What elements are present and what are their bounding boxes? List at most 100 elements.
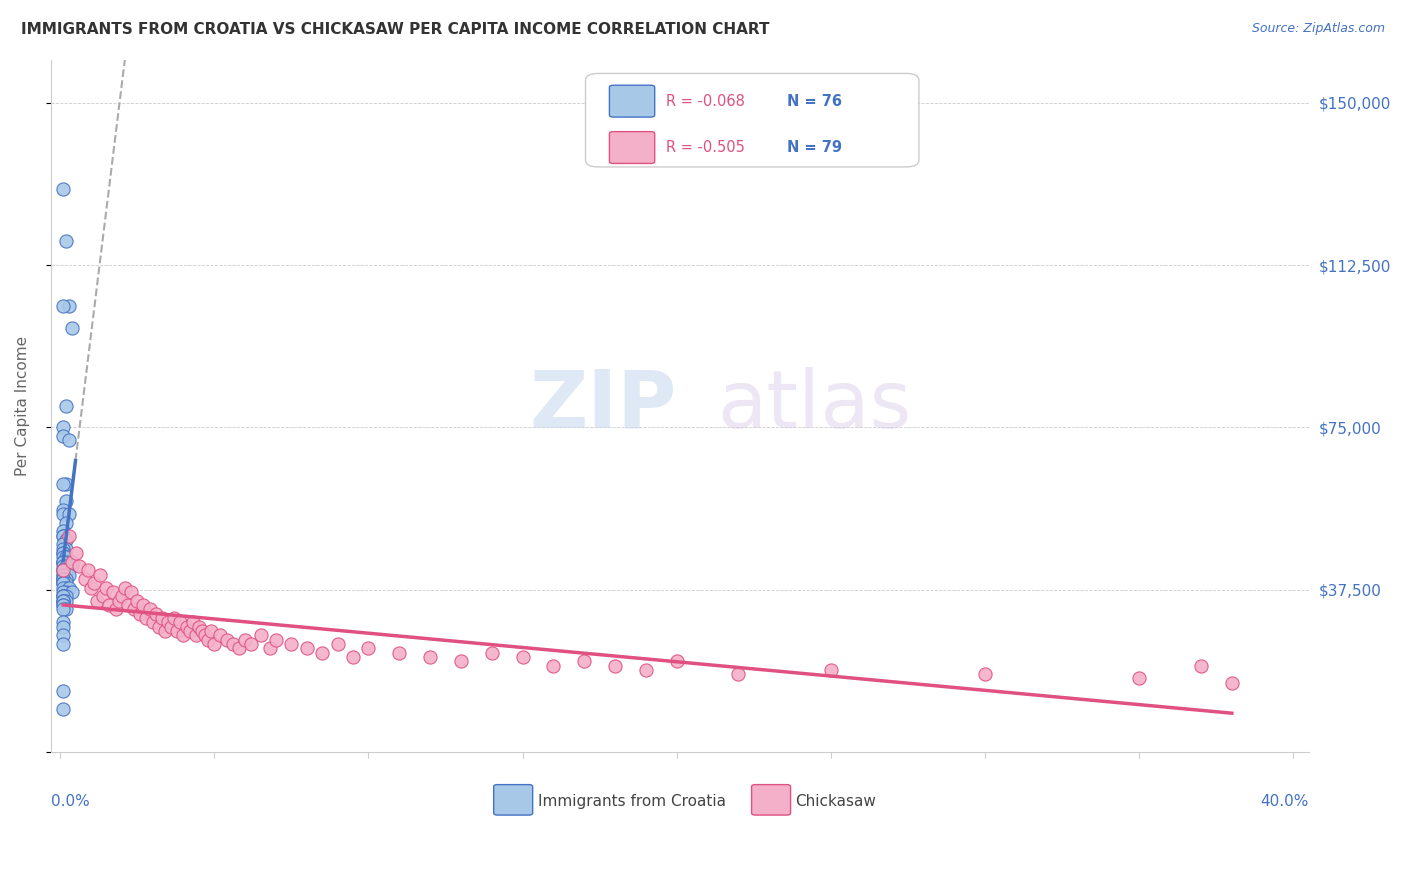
Point [135,611,157,625]
Point [142,615,165,630]
Point [107,593,129,607]
Point [89,567,111,582]
Point [52,593,75,607]
Point [52,420,75,434]
Point [96,581,118,595]
Point [55,516,77,530]
Point [52,572,75,586]
Point [76,563,98,577]
Point [228,641,250,656]
Point [52,598,75,612]
Point [280,637,302,651]
Point [184,628,207,642]
Point [264,632,287,647]
Point [166,624,188,638]
Point [55,567,77,582]
Point [543,658,565,673]
Point [52,529,75,543]
FancyBboxPatch shape [494,785,533,815]
Point [55,581,77,595]
Point [55,555,77,569]
Text: R = -0.068: R = -0.068 [666,94,745,109]
Point [52,558,75,573]
Point [603,658,626,673]
Text: IMMIGRANTS FROM CROATIA VS CHICKASAW PER CAPITA INCOME CORRELATION CHART: IMMIGRANTS FROM CROATIA VS CHICKASAW PER… [21,22,769,37]
Point [311,646,333,660]
Text: R = -0.505: R = -0.505 [666,140,745,155]
Point [52,702,75,716]
Point [132,598,155,612]
FancyBboxPatch shape [609,86,655,117]
Point [55,563,77,577]
Point [169,615,191,630]
Point [148,619,170,633]
Point [86,593,108,607]
Point [181,615,204,630]
Point [122,602,145,616]
Point [52,429,75,443]
Point [111,589,134,603]
Point [974,667,997,681]
Point [163,611,186,625]
Point [1220,675,1243,690]
Point [52,524,75,539]
Point [120,585,142,599]
FancyBboxPatch shape [585,73,920,167]
Point [179,624,201,638]
Point [209,628,232,642]
Point [104,602,127,616]
Text: 0.0%: 0.0% [51,794,90,809]
Point [52,581,75,595]
Point [52,546,75,560]
Point [52,541,75,556]
Point [388,646,411,660]
Point [145,607,167,621]
Point [52,585,75,599]
Point [58,558,80,573]
Point [249,628,271,642]
Point [65,546,87,560]
Point [58,567,80,582]
Point [52,182,75,196]
Point [55,476,77,491]
Point [52,628,75,642]
Point [62,321,84,335]
Point [52,546,75,560]
Point [450,654,472,668]
Point [52,576,75,591]
Point [326,637,349,651]
Point [58,507,80,521]
Point [55,593,77,607]
Point [52,684,75,698]
Point [52,602,75,616]
Point [55,494,77,508]
Point [52,563,75,577]
Point [1189,658,1212,673]
Point [114,581,136,595]
Point [194,628,217,642]
Point [129,607,152,621]
Point [52,598,75,612]
Point [357,641,380,656]
Text: ZIP: ZIP [529,367,676,445]
Point [73,572,96,586]
Point [222,637,245,651]
Point [62,555,84,569]
Point [240,637,263,651]
Text: N = 76: N = 76 [787,94,842,109]
Text: Immigrants from Croatia: Immigrants from Croatia [537,794,725,809]
Point [233,632,256,647]
Point [52,567,75,582]
Point [55,572,77,586]
Point [342,649,364,664]
FancyBboxPatch shape [609,132,655,163]
Point [52,550,75,565]
Point [820,663,842,677]
Point [172,628,194,642]
Point [187,619,209,633]
Y-axis label: Per Capita Income: Per Capita Income [15,335,30,476]
Point [62,558,84,573]
Point [55,585,77,599]
Point [665,654,688,668]
Point [727,667,749,681]
